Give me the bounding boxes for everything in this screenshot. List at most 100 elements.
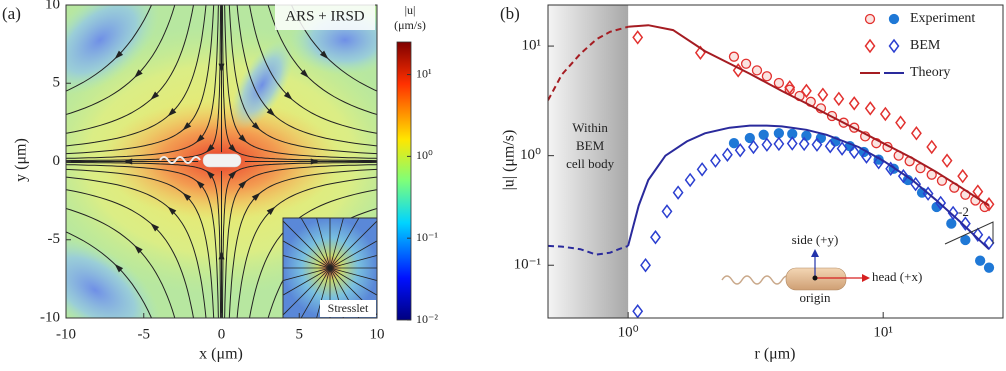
colorbar-tick-label: 10⁰ (416, 148, 433, 162)
data-point (960, 234, 971, 246)
legend-marker (888, 13, 900, 25)
data-point (784, 80, 796, 95)
data-point (972, 227, 984, 242)
data-point (959, 216, 971, 231)
streamline-arrow (283, 91, 293, 100)
data-point (817, 87, 829, 102)
inset-streamline (329, 267, 377, 316)
inset-streamline (283, 267, 331, 282)
streamline-arrow (228, 170, 237, 179)
data-point (910, 126, 922, 141)
streamline-arrow (206, 144, 215, 153)
streamline-arrow (150, 223, 160, 232)
diagram-label: head (+x) (872, 269, 922, 284)
inset-streamline (300, 267, 331, 318)
inset-streamline (316, 218, 331, 269)
inset-streamline (283, 220, 331, 269)
streamline-arrow (310, 158, 320, 165)
inset-streamline (329, 218, 344, 269)
theory-line (628, 24, 990, 207)
theory-line (548, 25, 629, 101)
streamline-arrow (228, 144, 237, 153)
data-point (748, 139, 759, 155)
streamline-arrow (114, 263, 124, 273)
x-axis-label: r (μm) (754, 346, 795, 363)
panel-title: ARS + IRSD (285, 8, 364, 24)
inset-streamline (329, 240, 377, 269)
streamline-arrow (206, 170, 215, 179)
streamline-arrow (167, 206, 177, 215)
y-tick-label: 0 (53, 153, 61, 169)
y-tick-label: 10 (45, 0, 60, 12)
colorbar-label: |u| (405, 3, 416, 17)
diagram-label: origin (799, 290, 831, 305)
data-point (740, 58, 752, 69)
y-tick-label: 10¹ (522, 38, 542, 54)
legend-label: BEM (910, 38, 941, 53)
data-point (861, 149, 872, 164)
x-tick-label: 10⁰ (618, 324, 639, 340)
data-point (684, 172, 696, 188)
y-tick-label: -10 (40, 309, 60, 325)
data-point (833, 91, 845, 107)
streamline-arrow (238, 180, 247, 189)
data-point (864, 101, 876, 116)
data-point (650, 230, 661, 245)
theory-line (627, 124, 990, 250)
streamline-arrow (150, 91, 160, 100)
data-point (758, 129, 769, 140)
streamline-arrow (182, 192, 192, 201)
shade-label: cell body (566, 156, 615, 171)
shade-label: BEM (576, 138, 605, 153)
data-point (640, 257, 651, 273)
data-point (728, 51, 740, 62)
colorbar-tick-label: 10⁻² (416, 312, 438, 326)
streamline-arrow (251, 122, 261, 131)
data-point (632, 304, 644, 318)
data-point (744, 132, 755, 144)
data-point (696, 162, 708, 177)
inset-streamline (329, 220, 377, 269)
plot-area (548, 5, 995, 318)
data-point (786, 136, 798, 151)
streamline-arrow (196, 180, 205, 189)
data-point (946, 218, 957, 229)
data-point (941, 153, 953, 168)
panel-label: (b) (500, 4, 520, 23)
data-point (800, 83, 812, 99)
streamline-arrow (167, 108, 177, 117)
y-axis-label: |u| (μm/s) (501, 130, 518, 191)
panel-label: (a) (2, 4, 21, 23)
y-tick-label: 10⁰ (520, 147, 541, 163)
data-point (974, 255, 986, 266)
cell-diagram (721, 249, 870, 291)
inset-frame (282, 217, 378, 319)
cell-body-shade (548, 5, 629, 318)
inset-streamline (329, 254, 377, 269)
data-point (728, 138, 740, 149)
streamline-arrow (114, 50, 124, 60)
data-point (947, 205, 959, 221)
data-point (983, 197, 995, 212)
streamline-arrow (238, 134, 247, 143)
slope-triangle (944, 221, 994, 245)
data-point (926, 139, 938, 155)
streamline-arrow (123, 158, 133, 165)
data-point (879, 106, 891, 122)
streamline-arrow (196, 134, 205, 143)
data-point (761, 71, 773, 82)
x-tick-label: 10¹ (873, 324, 893, 340)
legend-marker (864, 38, 876, 54)
streamline-arrow (251, 192, 261, 201)
streamline-arrow (134, 69, 143, 78)
title-box (275, 4, 375, 30)
y-axis-label: y (μm) (13, 138, 30, 182)
streamline-arrow (218, 63, 225, 73)
x-axis-label: x (μm) (199, 346, 243, 363)
streamline-arrow (319, 50, 329, 60)
data-point (734, 143, 746, 158)
x-tick-label: -5 (138, 326, 151, 342)
inset-label-box (320, 300, 376, 317)
shade-label: Within (572, 120, 608, 135)
